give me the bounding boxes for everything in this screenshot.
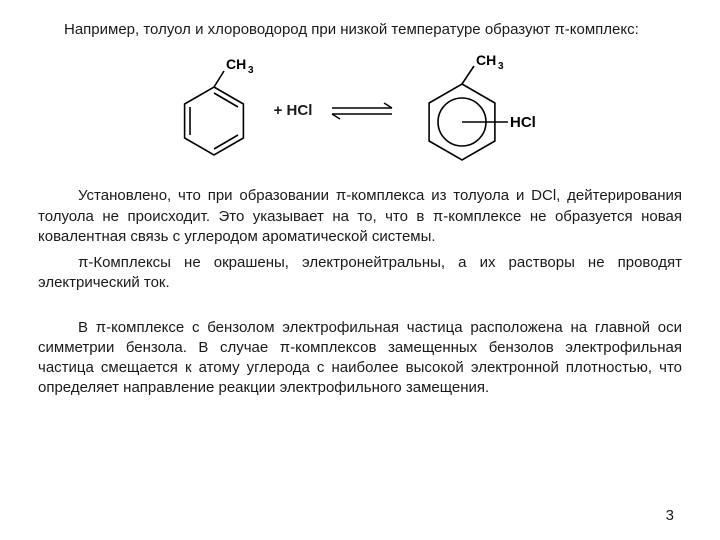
- paragraph-symmetry: В π-комплексе с бензолом электрофильная …: [38, 318, 682, 399]
- svg-text:3: 3: [248, 65, 254, 76]
- equilibrium-arrow: [326, 96, 398, 126]
- paragraph-dcl: Установлено, что при образовании π-компл…: [38, 186, 682, 247]
- paragraph-colorless: π-Комплексы не окрашены, электронейтраль…: [38, 253, 682, 294]
- page-number: 3: [666, 506, 674, 526]
- pi-complex-right: CH 3 HCl: [412, 52, 552, 170]
- spacer: [38, 300, 682, 318]
- toluene-left: CH 3: [168, 55, 260, 167]
- svg-text:3: 3: [498, 61, 504, 72]
- svg-text:CH: CH: [476, 52, 496, 68]
- svg-text:CH: CH: [226, 56, 246, 72]
- reaction-diagram: CH 3 + HCl: [38, 52, 682, 170]
- hcl-label: HCl: [510, 114, 536, 131]
- plus-hcl-label: + HCl: [274, 101, 313, 121]
- page: Например, толуол и хлороводород при низк…: [0, 0, 720, 540]
- paragraph-intro: Например, толуол и хлороводород при низк…: [38, 20, 682, 40]
